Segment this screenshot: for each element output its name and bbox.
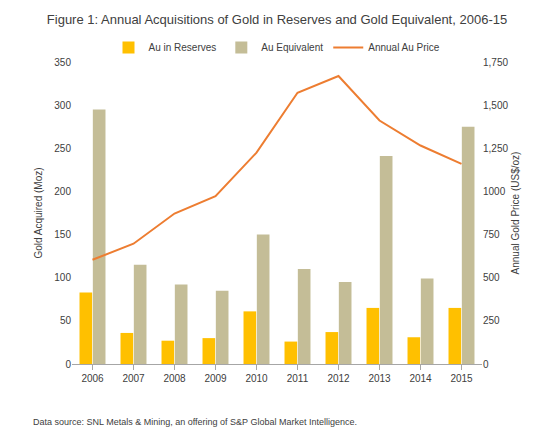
svg-text:Annual Gold Price (US$/oz): Annual Gold Price (US$/oz) [510, 152, 521, 275]
svg-text:300: 300 [54, 100, 71, 111]
svg-text:0: 0 [483, 359, 489, 370]
svg-text:50: 50 [60, 315, 72, 326]
svg-text:2015: 2015 [450, 373, 473, 384]
svg-text:150: 150 [54, 229, 71, 240]
svg-text:Data source: SNL Metals & Mini: Data source: SNL Metals & Mining, an off… [33, 417, 357, 427]
svg-text:2012: 2012 [327, 373, 350, 384]
svg-text:500: 500 [483, 272, 500, 283]
svg-text:2008: 2008 [163, 373, 186, 384]
svg-text:2014: 2014 [409, 373, 432, 384]
svg-text:1000: 1000 [483, 186, 506, 197]
svg-text:2013: 2013 [368, 373, 391, 384]
svg-text:0: 0 [65, 359, 71, 370]
svg-text:750: 750 [483, 229, 500, 240]
svg-text:Au Equivalent: Au Equivalent [261, 42, 323, 53]
svg-text:2009: 2009 [204, 373, 227, 384]
svg-text:Au in Reserves: Au in Reserves [149, 42, 217, 53]
svg-text:2006: 2006 [81, 373, 104, 384]
svg-text:Gold Acquired (Moz): Gold Acquired (Moz) [33, 167, 44, 258]
svg-text:200: 200 [54, 186, 71, 197]
svg-text:250: 250 [54, 143, 71, 154]
svg-text:1,750: 1,750 [483, 57, 508, 68]
svg-text:2011: 2011 [287, 373, 309, 384]
svg-text:1,250: 1,250 [483, 143, 508, 154]
svg-text:100: 100 [54, 272, 71, 283]
svg-text:2007: 2007 [122, 373, 145, 384]
svg-text:Annual Au Price: Annual Au Price [368, 42, 440, 53]
svg-text:1,500: 1,500 [483, 100, 508, 111]
svg-text:250: 250 [483, 315, 500, 326]
svg-text:Figure 1: Annual Acquisitions: Figure 1: Annual Acquisitions of Gold in… [47, 12, 507, 27]
svg-text:350: 350 [54, 57, 71, 68]
svg-text:2010: 2010 [245, 373, 268, 384]
